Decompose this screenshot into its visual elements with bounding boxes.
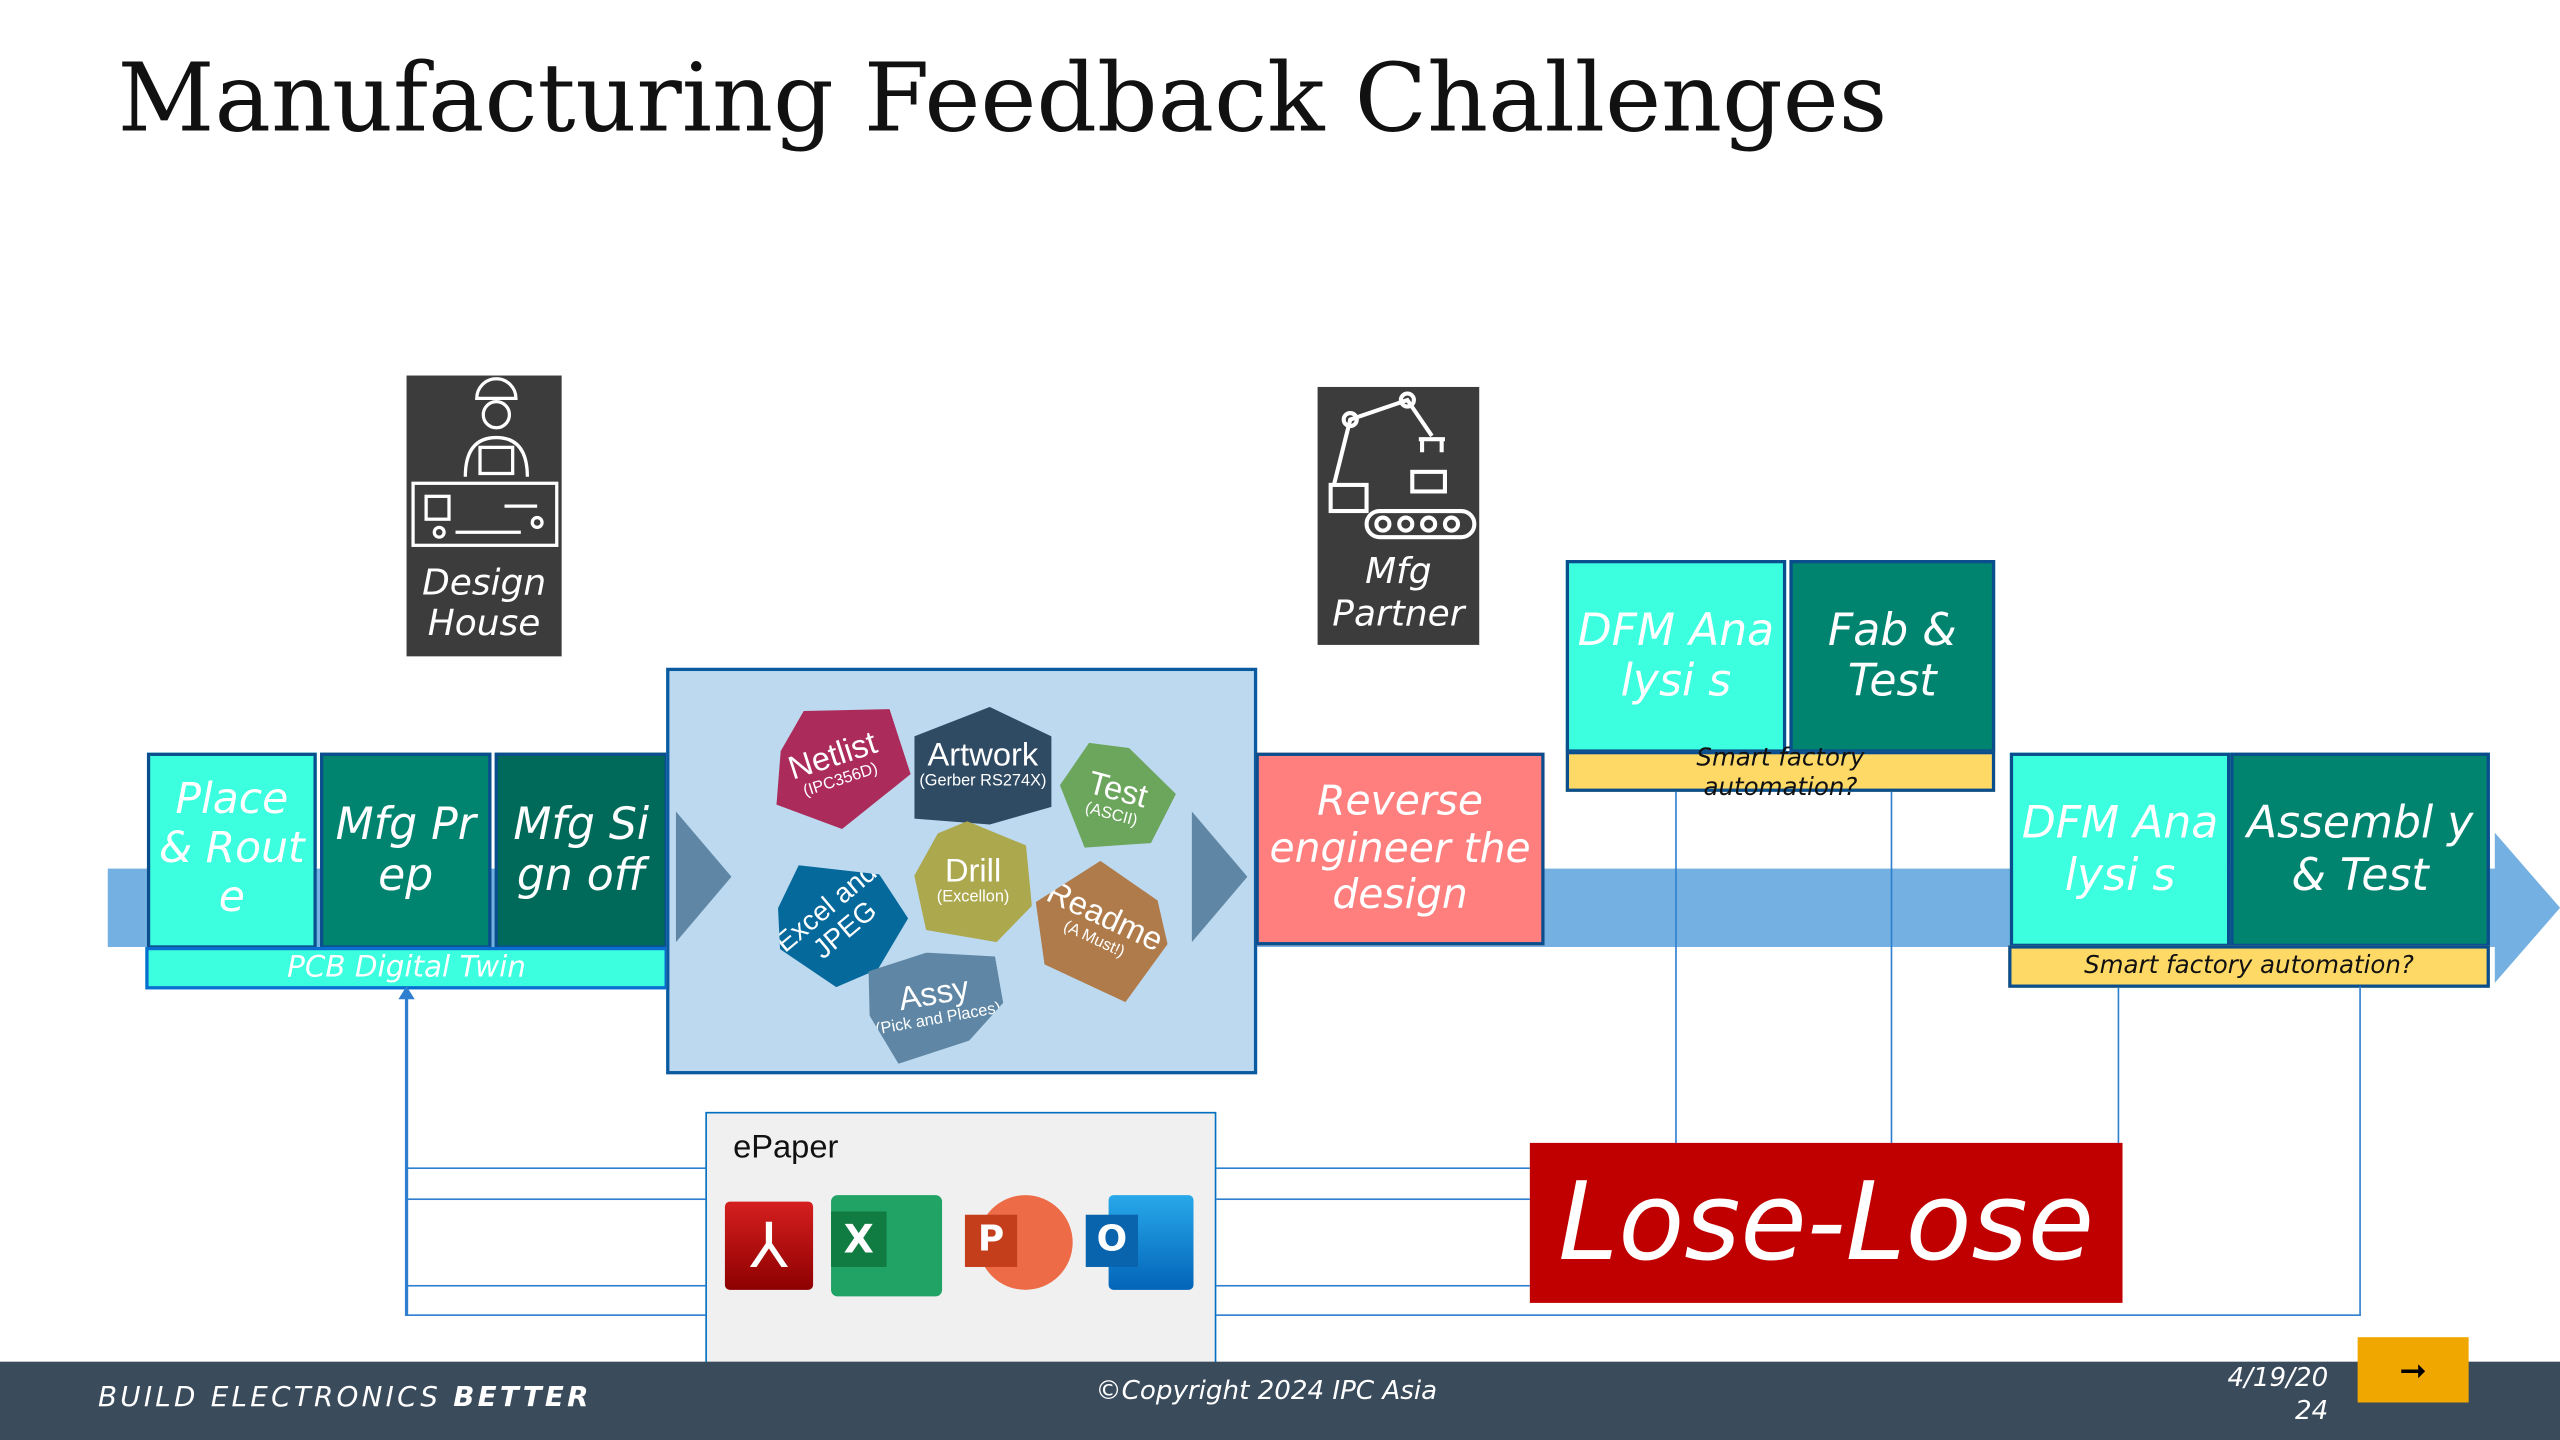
- step-place-route: Place & Rout e: [146, 752, 317, 949]
- pdf-icon: ⅄: [724, 1201, 814, 1290]
- arrow-right-icon: ➞: [2399, 1350, 2427, 1390]
- footer-bar: BUILD ELECTRONICS BETTER ©Copyright 2024…: [0, 1361, 2560, 1440]
- smart-factory-assembly: Smart factory automation?: [2008, 945, 2490, 988]
- file-artwork: Artwork (Gerber RS274X): [914, 706, 1052, 825]
- feedback-line: [1890, 791, 1893, 1143]
- feedback-line: [2117, 987, 2120, 1143]
- epaper-label: ePaper: [733, 1129, 839, 1166]
- smart-factory-fab: Smart factory automation?: [1565, 742, 1996, 801]
- design-house-label: Design House: [422, 562, 547, 645]
- footer-copyright: ©Copyright 2024 IPC Asia: [1095, 1374, 1438, 1406]
- step-mfg-prep: Mfg Prep: [320, 752, 492, 949]
- data-files-panel: Netlist (IPC356D) Artwork (Gerber RS274X) …: [666, 667, 1258, 1075]
- step-dfm-assembly: DFM Analysi s: [2009, 752, 2231, 947]
- step-dfm-fab: DFM Analysi s: [1565, 560, 1787, 753]
- file-netlist: Netlist (IPC356D): [752, 686, 921, 846]
- left-chevron-icon: [675, 811, 732, 943]
- feedback-arrowhead-icon: [398, 986, 415, 1000]
- feedback-line: [2359, 986, 2361, 1316]
- epaper-panel: ePaper ⅄ X P O: [705, 1111, 1217, 1377]
- outlook-icon: O: [1085, 1195, 1194, 1293]
- pcb-digital-twin-bar: PCB Digital Twin: [145, 946, 668, 990]
- lose-lose-banner: Lose-Lose: [1529, 1142, 2123, 1303]
- file-readme: Readme (A Must!): [1013, 843, 1187, 1008]
- footer-date: 4/19/20 24: [2227, 1361, 2329, 1426]
- slide-title: Manufacturing Feedback Challenges: [117, 42, 1888, 154]
- step-assembly-test: Assembl y & Test: [2230, 752, 2490, 947]
- file-test: Test (ASCII): [1046, 733, 1184, 867]
- next-slide-button[interactable]: ➞: [2357, 1337, 2469, 1403]
- engineer-icon: [411, 377, 559, 547]
- mfg-partner-card: Mfg Partner: [1317, 386, 1480, 645]
- excel-icon: X: [831, 1195, 943, 1297]
- step-reverse-engineer: Reverse engineer the design: [1255, 752, 1545, 946]
- footer-tagline: BUILD ELECTRONICS BETTER: [97, 1381, 592, 1414]
- powerpoint-icon: P: [964, 1195, 1073, 1296]
- process-flow-arrowhead: [2494, 832, 2560, 983]
- feedback-line: [1675, 791, 1677, 1143]
- design-house-card: Design House: [406, 375, 562, 657]
- right-chevron-icon: [1191, 811, 1248, 943]
- step-mfg-signoff: Mfg Sign off: [494, 752, 668, 949]
- mfg-partner-label: Mfg Partner: [1332, 552, 1465, 635]
- feedback-line: [404, 995, 408, 1316]
- step-fab-test: Fab & Test: [1789, 560, 1996, 753]
- feedback-line: [406, 1314, 2361, 1316]
- robot-arm-icon: [1328, 391, 1477, 540]
- file-drill: Drill (Excellon): [914, 821, 1032, 943]
